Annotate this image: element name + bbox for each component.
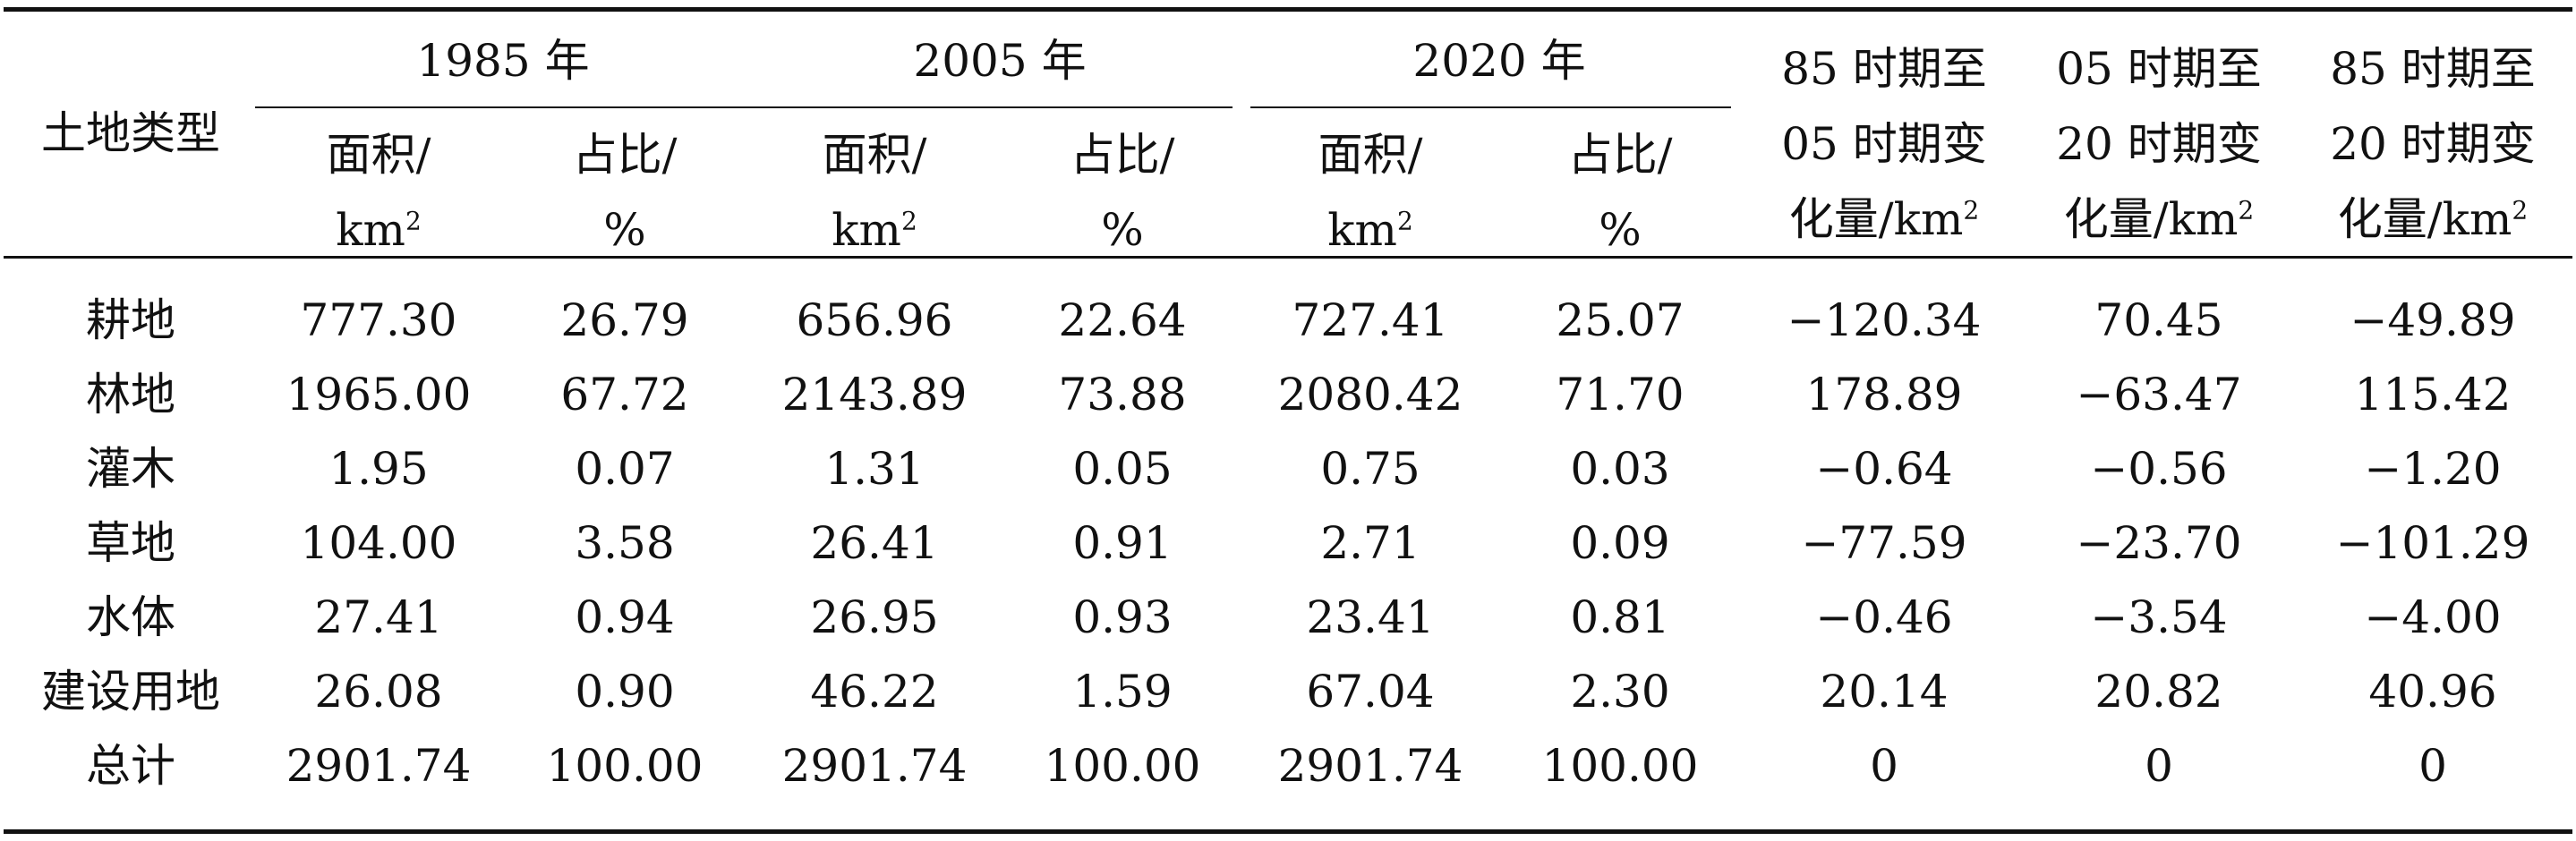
table-cell-land-type: 林地 <box>86 369 175 420</box>
table-cell: 27.41 <box>314 591 443 643</box>
table-cell: 656.96 <box>796 294 953 346</box>
table-cell: −0.64 <box>1815 443 1953 495</box>
table-cell: −120.34 <box>1787 294 1982 346</box>
table-cell: 0.91 <box>1072 517 1173 569</box>
table-cell: 0.94 <box>575 591 675 643</box>
table-cell: 0.93 <box>1072 591 1173 643</box>
table-cell: 1.95 <box>328 443 429 495</box>
header-year-2020: 2020 年 <box>1412 35 1586 87</box>
table-cell: 2143.89 <box>781 369 968 420</box>
table-cell: 40.96 <box>2368 666 2497 718</box>
table-cell-land-type: 水体 <box>86 591 175 643</box>
table-cell: −77.59 <box>1801 517 1967 569</box>
table-cell: 3.58 <box>575 517 675 569</box>
header-year-2020-rule <box>1250 106 1731 108</box>
table-cell: 2901.74 <box>286 740 472 792</box>
table-cell: 20.82 <box>2094 666 2223 718</box>
table-cell: −49.89 <box>2350 294 2516 346</box>
table-cell: −3.54 <box>2090 591 2228 643</box>
table-cell: 0.05 <box>1072 443 1173 495</box>
header-year-2005-rule <box>752 106 1233 108</box>
table-cell: 2901.74 <box>781 740 968 792</box>
table-cell: 115.42 <box>2354 369 2512 420</box>
subheader-share: 占比/ % <box>572 129 678 256</box>
table-cell: 22.64 <box>1058 294 1187 346</box>
table-cell: 26.95 <box>810 591 939 643</box>
table-cell: 0 <box>2145 740 2173 792</box>
header-year-1985-rule <box>255 106 752 108</box>
table-cell: 0 <box>2418 740 2447 792</box>
table-cell: 0.09 <box>1570 517 1670 569</box>
table-cell: 20.14 <box>1820 666 1949 718</box>
table-cell: −0.46 <box>1815 591 1953 643</box>
table-cell-land-type: 总计 <box>86 740 175 792</box>
table-cell: 100.00 <box>546 740 704 792</box>
table-cell: 46.22 <box>810 666 939 718</box>
table-cell: 73.88 <box>1058 369 1187 420</box>
table-bottom-rule <box>4 829 2572 834</box>
table-header-rule <box>4 256 2572 259</box>
table-cell-land-type: 建设用地 <box>41 666 220 718</box>
header-year-2005: 2005 年 <box>913 35 1087 87</box>
table-cell: 0.07 <box>575 443 675 495</box>
table-cell: 100.00 <box>1541 740 1699 792</box>
header-change-05-20: 05 时期至 20 时期变 化量/km2 <box>2056 43 2262 245</box>
header-land-type: 土地类型 <box>41 107 220 159</box>
table-cell: 100.00 <box>1044 740 1201 792</box>
table-cell: 25.07 <box>1556 294 1685 346</box>
table-cell: 1.31 <box>824 443 925 495</box>
table-cell: −0.56 <box>2090 443 2228 495</box>
table-cell: −63.47 <box>2076 369 2242 420</box>
table-cell-land-type: 耕地 <box>86 294 175 346</box>
table-cell: 0.75 <box>1320 443 1420 495</box>
table-cell: 67.04 <box>1306 666 1435 718</box>
table-cell: 178.89 <box>1805 369 1963 420</box>
table-cell: −23.70 <box>2076 517 2242 569</box>
subheader-area: 面积/ km2 <box>326 129 431 256</box>
table-cell: 2.30 <box>1570 666 1670 718</box>
table-cell: 777.30 <box>300 294 457 346</box>
table-cell: 0.81 <box>1570 591 1670 643</box>
table-cell: 2901.74 <box>1277 740 1463 792</box>
subheader-share: 占比/ % <box>1567 129 1673 256</box>
table-cell: 71.70 <box>1556 369 1685 420</box>
table-cell: −4.00 <box>2364 591 2502 643</box>
subheader-area: 面积/ km2 <box>1318 129 1423 256</box>
header-change-85-05: 85 时期至 05 时期变 化量/km2 <box>1781 43 1987 245</box>
header-change-85-20: 85 时期至 20 时期变 化量/km2 <box>2330 43 2536 245</box>
header-year-1985: 1985 年 <box>416 35 590 87</box>
table-cell: 0.03 <box>1570 443 1670 495</box>
table-cell: 2080.42 <box>1277 369 1463 420</box>
table-cell-land-type: 草地 <box>86 517 175 569</box>
table-cell: 26.08 <box>314 666 443 718</box>
table-cell-land-type: 灌木 <box>86 443 175 495</box>
table-cell: 727.41 <box>1292 294 1449 346</box>
subheader-area: 面积/ km2 <box>822 129 927 256</box>
table-cell: 67.72 <box>560 369 689 420</box>
subheader-share: 占比/ % <box>1070 129 1175 256</box>
table-cell: 1965.00 <box>286 369 472 420</box>
table-cell: 26.41 <box>810 517 939 569</box>
table-cell: 0 <box>1870 740 1898 792</box>
table-cell: 0.90 <box>575 666 675 718</box>
table-cell: 23.41 <box>1306 591 1435 643</box>
table-cell: 26.79 <box>560 294 689 346</box>
table-cell: 2.71 <box>1320 517 1420 569</box>
table-cell: 70.45 <box>2094 294 2223 346</box>
table-cell: 1.59 <box>1072 666 1173 718</box>
table-cell: 104.00 <box>300 517 457 569</box>
table-cell: −101.29 <box>2335 517 2530 569</box>
table-cell: −1.20 <box>2364 443 2502 495</box>
table-top-rule <box>4 7 2572 12</box>
